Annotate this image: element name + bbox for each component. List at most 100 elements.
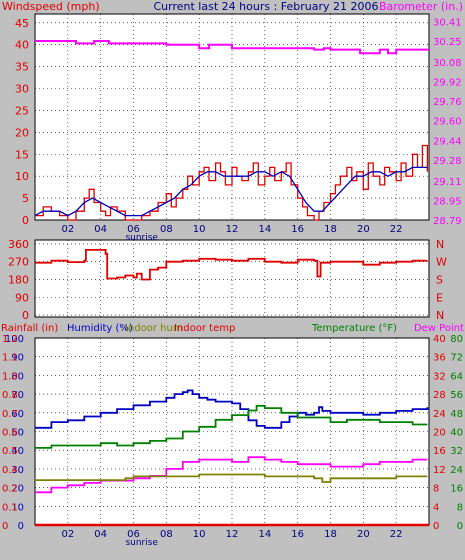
rainfall-axis-tick-label: 0.7 (2, 409, 18, 420)
plot-area-2 (34, 239, 430, 318)
temperature-axis-tick-label: 40 (450, 428, 463, 439)
temperature-axis-tick-label: 24 (450, 465, 463, 476)
x-axis-tick-label: 22 (390, 224, 403, 235)
compass-label: N (436, 309, 444, 322)
x-axis-tick-label: 08 (160, 224, 173, 235)
humidity-axis-tick-label: 50 (11, 428, 24, 439)
temperature-axis-tick-label: 72 (450, 353, 463, 364)
rainfall-axis-tick-label: 0 (2, 521, 8, 532)
humidity-axis-tick-label: 10 (11, 502, 24, 513)
temperature-axis-title: Temperature (°F) (311, 323, 397, 334)
indoor-temp-title: Indoor temp (174, 323, 235, 334)
series-line-windspeed-average (34, 166, 428, 217)
temperature-axis-tick-label: 16 (450, 484, 463, 495)
barometer-axis-tick-label: 30.25 (433, 37, 462, 48)
humidity-axis-tick-label: 20 (11, 484, 24, 495)
rainfall-axis-tick-label: 0.6 (2, 428, 18, 439)
x-axis-tick-label: 04 (94, 529, 107, 540)
barometer-axis-tick-label: 30.41 (433, 17, 462, 28)
direction-axis-tick-label: 270 (8, 256, 29, 269)
wind-axis-tick-label: 40 (15, 39, 29, 52)
rainfall-axis-tick-label: 1.2 (2, 334, 18, 345)
x-axis-tick-label: 10 (193, 224, 206, 235)
indoor-humidity-title: Indoor hum (125, 323, 183, 334)
wind-axis-tick-label: 0 (22, 214, 29, 227)
wind-axis-tick-label: 35 (15, 61, 29, 74)
rainfall-axis-tick-label: 0.1 (2, 502, 18, 513)
sunrise-label: sunrise (125, 233, 158, 243)
x-axis-tick-label: 20 (357, 224, 370, 235)
x-axis-tick-label: 20 (357, 529, 370, 540)
wind-axis-tick-label: 5 (22, 192, 29, 205)
wind-axis-tick-label: 30 (15, 83, 29, 96)
indoor-temp-axis-tick-label: 8 (433, 484, 439, 495)
temperature-axis-tick-label: 0 (457, 521, 463, 532)
wind-axis-tick-label: 45 (15, 17, 29, 30)
x-axis-tick-label: 16 (291, 529, 304, 540)
humidity-axis-tick-label: 30 (11, 465, 24, 476)
humidity-axis-title: Humidity (%) (67, 323, 133, 334)
x-axis-tick-label: 14 (258, 529, 271, 540)
rainfall-axis-tick-label: 1.0 (2, 371, 18, 382)
x-axis-tick-label: 12 (226, 224, 239, 235)
x-axis-tick-label: 18 (324, 529, 337, 540)
rainfall-axis-title: Rainfall (in) (1, 323, 58, 334)
rainfall-axis-tick-label: 0.4 (2, 465, 18, 476)
indoor-temp-axis-tick-label: 40 (433, 334, 446, 345)
rainfall-axis-tick-label: 0.8 (2, 390, 18, 401)
temperature-axis-tick-label: 80 (450, 334, 463, 345)
wind-axis-tick-label: 15 (15, 148, 29, 161)
x-axis-tick-label: 04 (94, 224, 107, 235)
humidity-axis-tick-label: 60 (11, 409, 24, 420)
direction-axis-tick-label: 90 (15, 291, 29, 304)
series-line-indoor-hum (35, 473, 428, 483)
compass-label: W (436, 256, 447, 269)
temperature-axis-tick-label: 56 (450, 390, 463, 401)
series-line-temperature (35, 404, 428, 449)
series-line-barometer (35, 40, 429, 55)
indoor-temp-axis-tick-label: 36 (433, 353, 446, 364)
x-axis-tick-label: 06 (127, 529, 140, 540)
barometer-axis-tick-label: 29.60 (433, 117, 462, 128)
wind-axis-title: Windspeed (mph) (2, 0, 100, 13)
humidity-axis-tick-label: 70 (11, 390, 24, 401)
indoor-temp-axis-tick-label: 16 (433, 446, 446, 457)
temperature-axis-tick-label: 32 (450, 446, 463, 457)
rainfall-axis-tick-label: 0.2 (2, 484, 18, 495)
barometer-axis-tick-label: 30.08 (433, 58, 462, 69)
temperature-axis-tick-label: 8 (457, 502, 463, 513)
indoor-temp-axis-tick-label: 28 (433, 390, 446, 401)
series-line-dew-point (35, 456, 428, 494)
temperature-axis-tick-label: 48 (450, 409, 463, 420)
indoor-temp-axis-tick-label: 20 (433, 428, 446, 439)
barometer-axis-tick-label: 29.44 (433, 136, 462, 147)
sunrise-label: sunrise (125, 538, 158, 548)
compass-label: E (436, 291, 443, 304)
barometer-axis-tick-label: 29.11 (433, 177, 462, 188)
x-axis-tick-label: 22 (390, 529, 403, 540)
wind-axis-tick-label: 20 (15, 126, 29, 139)
barometer-axis-tick-label: 29.92 (433, 77, 462, 88)
x-axis-tick-label: 18 (324, 224, 337, 235)
humidity-axis-tick-label: 100 (5, 334, 24, 345)
humidity-axis-tick-label: 0 (18, 521, 24, 532)
x-axis-tick-label: 02 (61, 529, 74, 540)
direction-axis-tick-label: 180 (8, 273, 29, 286)
indoor-temp-axis-tick-label: 4 (433, 502, 439, 513)
barometer-axis-title: Barometer (in.) (379, 0, 463, 13)
rainfall-axis-tick-label: 1.1 (2, 353, 18, 364)
x-axis-tick-label: 10 (193, 529, 206, 540)
wind-axis-tick-label: 10 (15, 170, 29, 183)
direction-axis-tick-label: 0 (22, 309, 29, 322)
barometer-axis-tick-label: 29.28 (433, 156, 462, 167)
compass-label: S (436, 273, 443, 286)
barometer-axis-tick-label: 29.76 (433, 97, 462, 108)
page-title: Current last 24 hours : February 21 2006 (154, 0, 379, 13)
humidity-axis-tick-label: 90 (11, 353, 24, 364)
x-axis-tick-label: 16 (291, 224, 304, 235)
x-axis-tick-label: 12 (226, 529, 239, 540)
dew-point-title: Dew Point (414, 323, 464, 334)
x-axis-tick-label: 14 (258, 224, 271, 235)
